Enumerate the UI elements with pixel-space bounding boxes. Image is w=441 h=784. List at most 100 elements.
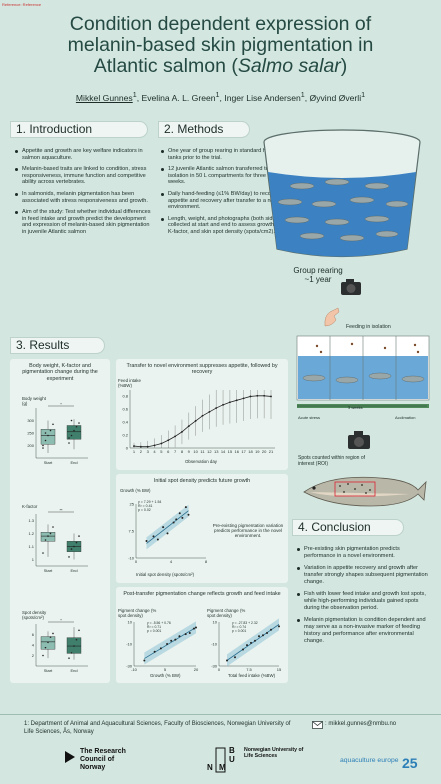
weeks-label: 3 weeks [348, 405, 363, 410]
acclimation-label: Acclimation [395, 415, 416, 420]
spot-density-boxplot: 2 4 6 Start End * [32, 618, 88, 673]
bodyweight-boxplot: 200 250 300 Start End * [27, 402, 88, 465]
data-point [49, 429, 52, 432]
author-list: Mikkel Gunnes1, Evelina A. L. Green1, In… [75, 91, 366, 103]
mail-icon [312, 721, 323, 729]
intro-bullet: Melanin-based traits are linked to condi… [14, 166, 151, 186]
data-point [263, 394, 266, 397]
data-point [68, 437, 70, 439]
reference-tag: Reference: Reference [2, 2, 42, 7]
data-point [47, 641, 49, 644]
data-point [75, 541, 78, 544]
data-point [73, 645, 75, 647]
y-tick-label: 0 [126, 445, 129, 450]
x-tick-label: Start [44, 460, 53, 465]
data-point [256, 394, 259, 397]
boxplot-panel-title: Body weight, K-factor and pigmentation c… [22, 363, 98, 382]
data-point [262, 634, 264, 637]
kf-label: K-factor [22, 504, 38, 509]
x-tick-label: 14 [221, 449, 226, 454]
data-point [215, 407, 218, 409]
intro-header: 1. Introduction [10, 121, 148, 138]
data-point [246, 644, 248, 647]
data-point [235, 399, 238, 402]
data-point [145, 540, 148, 543]
bw-label: Body weight (g) [22, 396, 46, 406]
pc-ylabel-1: Pigment change (% spot density) [118, 608, 157, 618]
data-point [175, 518, 178, 521]
methods-bullet: 12 juvenile Atlantic salmon transferred … [160, 166, 282, 186]
conclusion-bullets: Pre-existing skin pigmentation predicts … [296, 546, 429, 650]
data-point [187, 513, 190, 516]
data-point [192, 627, 195, 630]
data-point [162, 526, 165, 529]
email-link[interactable]: : mikkel.gunnes@nmbu.no [325, 721, 397, 727]
conclusion-bullet: Pre-existing skin pigmentation predicts … [296, 546, 429, 560]
conclusion-header: 4. Conclusion [292, 519, 404, 536]
svg-text:B: B [229, 746, 235, 755]
x-tick-label: 6 [167, 449, 170, 454]
y-tick-label: 1.3 [28, 518, 34, 523]
data-point [139, 445, 142, 448]
data-point [278, 625, 280, 628]
svg-text:M: M [219, 763, 226, 772]
data-point [68, 442, 70, 444]
title-line: Atlantic salmon (Salmo salar) [93, 55, 348, 77]
salmon-photo-icon [303, 476, 427, 507]
data-point [156, 538, 159, 541]
data-point [78, 422, 80, 424]
aquaculture-europe-logo: aquaculture europe [340, 757, 399, 764]
data-point [187, 425, 190, 427]
sd-label: Spot density (spots/cm²) [22, 610, 47, 620]
methods-bullets: One year of group rearing in standard ho… [160, 148, 282, 241]
kfactor-boxplot: 1 1.1 1.2 1.3 Start End ** [28, 508, 88, 573]
feed-xlabel: Observation day [185, 459, 217, 464]
feed-intake-chart: 00.20.40.60.81 2 3 4 5 6 7 8 9 10 11 12 13 14 15 16 17 18… [122, 390, 275, 454]
methods-header: 2. Methods [158, 121, 250, 138]
data-point [44, 439, 47, 442]
data-point [174, 435, 176, 438]
x-tick-label: 0 [135, 559, 138, 564]
spot-growth-panel [116, 474, 288, 583]
x-tick-label: 8 [205, 559, 208, 564]
y-tick-label: 4 [32, 642, 35, 647]
camera-icon [348, 431, 370, 449]
data-point [68, 657, 70, 659]
x-tick-label: End [70, 668, 77, 673]
y-tick-label: -30 [211, 663, 218, 668]
data-point [194, 420, 197, 422]
data-point [49, 532, 52, 535]
nmbu-logo-icon: N B U M [207, 746, 235, 773]
data-point [184, 506, 187, 509]
data-point [75, 638, 78, 641]
data-point [44, 432, 47, 434]
x-tick-label: Start [44, 568, 53, 573]
data-point [70, 419, 73, 422]
feed-ylabel: Feed intake (%BW) [118, 378, 141, 388]
data-point [78, 535, 80, 537]
pc-xlabel-2: Total feed intake (%BW) [228, 673, 276, 678]
isolation-compartments [296, 335, 430, 408]
x-tick-label: 0 [218, 667, 221, 672]
x-tick-label: 5 [164, 667, 167, 672]
data-point [172, 521, 175, 524]
data-point [153, 650, 156, 653]
fish-tank-illustration [263, 129, 421, 258]
y-tick-label: -30 [126, 663, 133, 668]
data-point [266, 632, 268, 634]
data-point [234, 656, 236, 659]
box [66, 425, 82, 440]
data-point [160, 442, 163, 445]
feed-intake-title: Transfer to novel environment suppresses… [126, 363, 278, 376]
intro-bullet: In salmonids, melanin pigmentation has b… [14, 191, 151, 204]
data-point [166, 532, 169, 535]
data-point [52, 526, 54, 528]
data-point [170, 639, 173, 642]
data-point [181, 516, 184, 519]
x-tick-label: Start [44, 668, 53, 673]
data-point [258, 635, 260, 638]
research-council-logo-icon [65, 751, 75, 763]
data-point [68, 556, 70, 558]
data-point [174, 638, 177, 641]
